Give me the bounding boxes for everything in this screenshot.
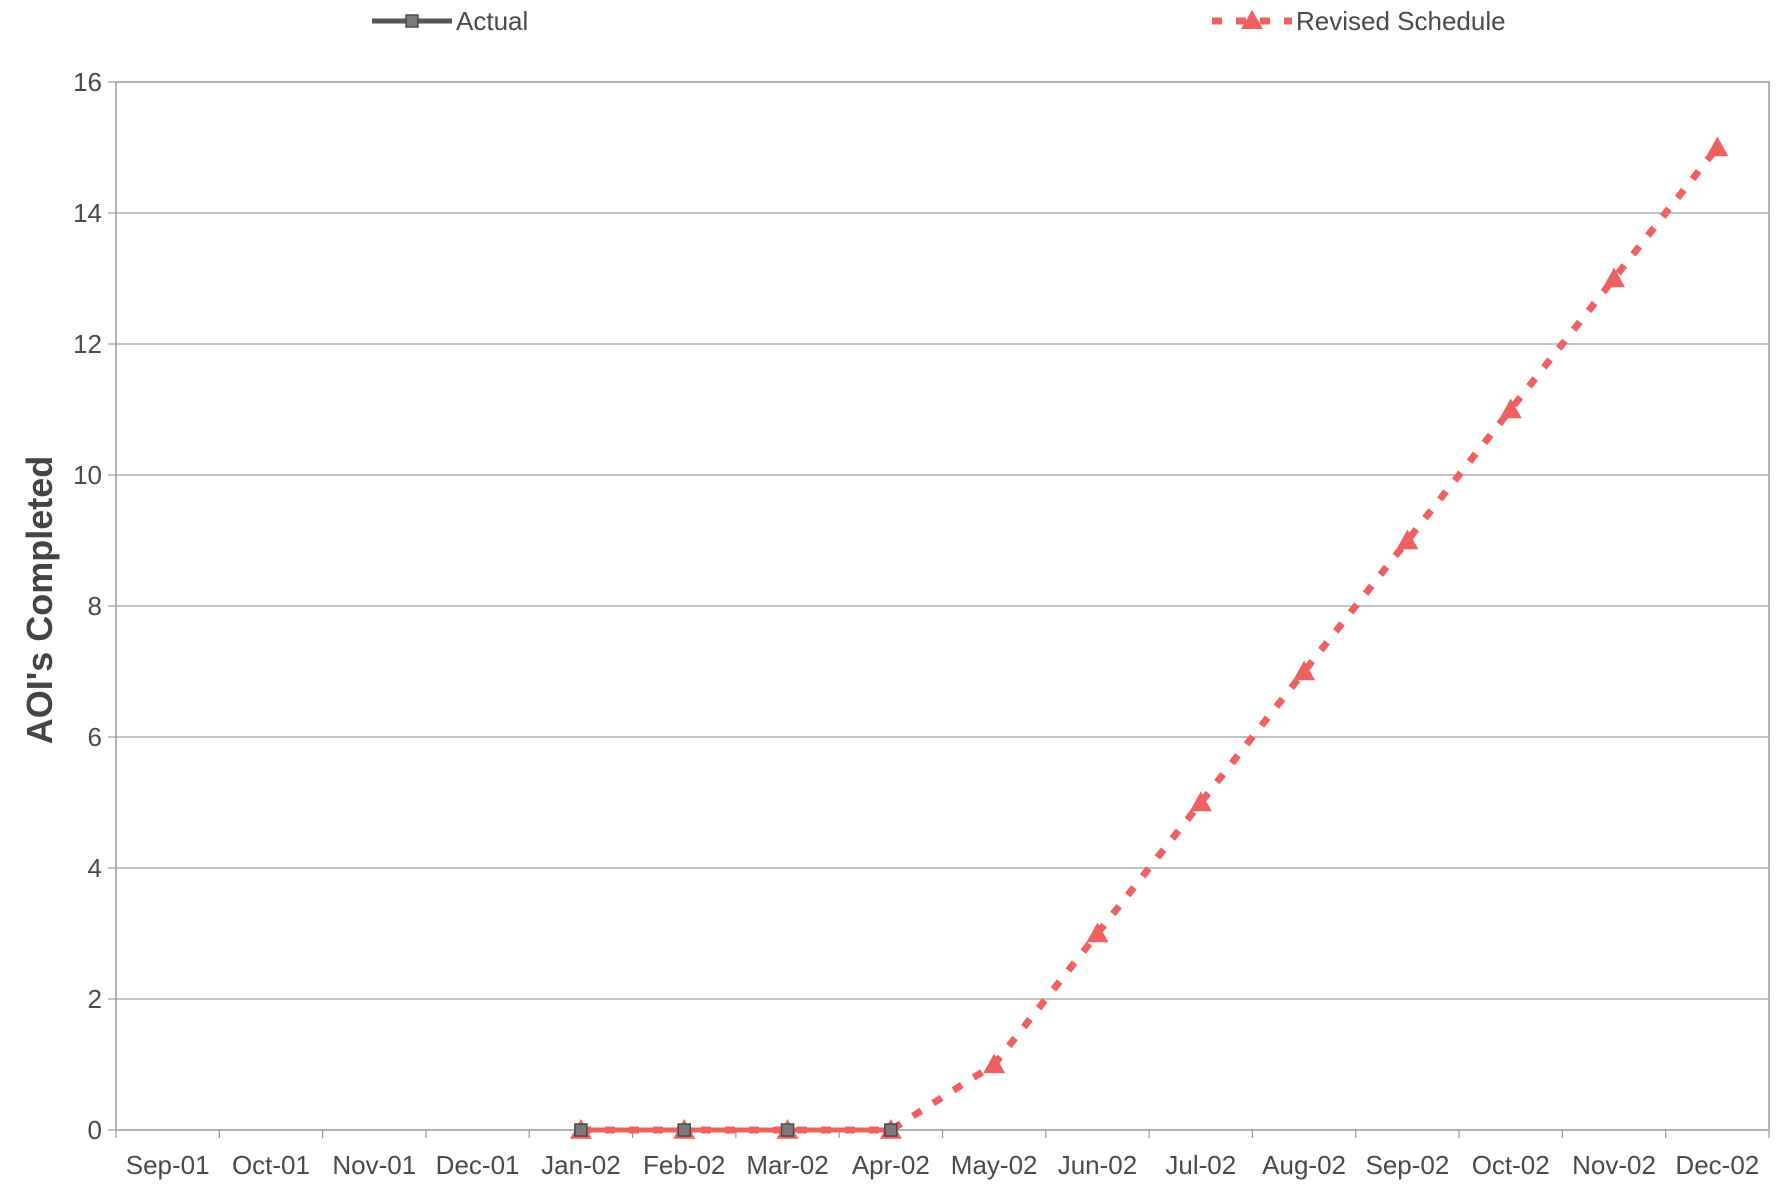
data-point	[574, 1123, 588, 1137]
series-layer	[569, 136, 1729, 1139]
legend: Actual Revised Schedule	[372, 6, 1506, 36]
x-tick-label: Oct-01	[232, 1150, 310, 1180]
x-tick-label: Feb-02	[643, 1150, 725, 1180]
y-tick-label: 14	[73, 198, 102, 228]
x-tick-label: Dec-01	[436, 1150, 520, 1180]
data-point	[677, 1123, 691, 1137]
series-actual	[574, 1123, 898, 1137]
data-point	[884, 1123, 898, 1137]
x-tick-label: Jun-02	[1058, 1150, 1138, 1180]
data-point	[1189, 791, 1212, 812]
y-tick-label: 6	[88, 722, 102, 752]
legend-marker	[1241, 10, 1263, 29]
y-tick-label: 2	[88, 984, 102, 1014]
x-tick-label: Nov-02	[1572, 1150, 1656, 1180]
x-tick-label: Mar-02	[746, 1150, 828, 1180]
legend-label: Revised Schedule	[1296, 6, 1506, 36]
y-tick-label: 12	[73, 329, 102, 359]
legend-marker	[405, 14, 419, 28]
y-axis: 0 2 4 6 8 10 12 14 16	[73, 67, 116, 1145]
y-tick-label: 16	[73, 67, 102, 97]
y-tick-label: 8	[88, 591, 102, 621]
data-point	[1396, 529, 1419, 550]
legend-item-actual: Actual	[372, 6, 528, 36]
x-tick-label: Nov-01	[332, 1150, 416, 1180]
x-tick-label: Sep-01	[126, 1150, 210, 1180]
x-tick-label: Aug-02	[1262, 1150, 1346, 1180]
data-point	[1293, 660, 1316, 681]
data-point	[1706, 136, 1729, 157]
x-tick-label: May-02	[951, 1150, 1038, 1180]
x-tick-label: Jan-02	[541, 1150, 621, 1180]
x-tick-label: Oct-02	[1472, 1150, 1550, 1180]
y-axis-label: AOI's Completed	[19, 456, 60, 745]
x-tick-label: Apr-02	[852, 1150, 930, 1180]
gridlines	[116, 212, 1769, 1000]
x-tick-label: Sep-02	[1365, 1150, 1449, 1180]
legend-label: Actual	[456, 6, 528, 36]
y-tick-label: 0	[88, 1115, 102, 1145]
x-axis: Sep-01 Oct-01 Nov-01 Dec-01 Jan-02 Feb-02 Mar-…	[115, 1130, 1770, 1180]
data-point	[780, 1123, 795, 1137]
series-revised-schedule	[569, 136, 1729, 1139]
data-point	[1603, 267, 1626, 288]
data-point	[983, 1053, 1006, 1074]
x-tick-label: Dec-02	[1675, 1150, 1759, 1180]
legend-item-revised-schedule: Revised Schedule	[1212, 6, 1506, 36]
y-tick-label: 10	[73, 460, 102, 490]
x-tick-label: Jul-02	[1165, 1150, 1236, 1180]
series-line	[580, 145, 1721, 1134]
data-point	[1499, 398, 1522, 419]
data-point	[1086, 922, 1109, 943]
y-tick-label: 4	[88, 853, 102, 883]
